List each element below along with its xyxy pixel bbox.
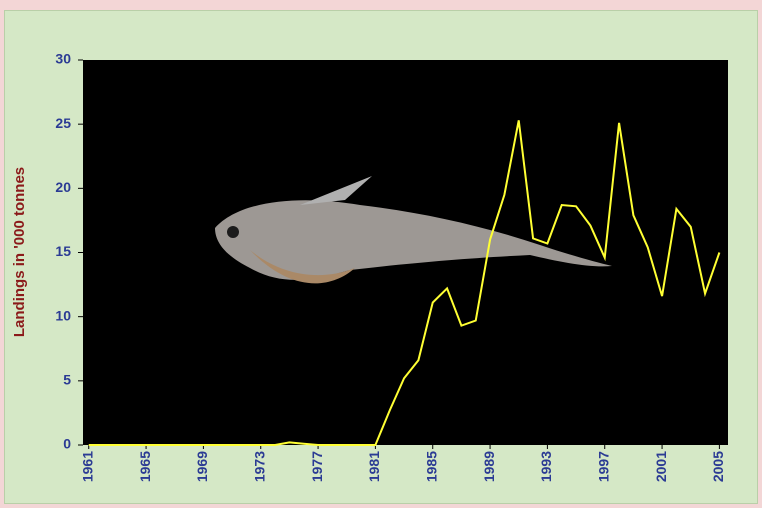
y-tick-label: 30 (55, 51, 71, 67)
data-line (88, 120, 721, 446)
x-tick-label: 1985 (423, 451, 439, 482)
y-tick-label: 25 (55, 115, 71, 131)
y-tick-label: 10 (55, 307, 71, 323)
y-tick-label: 0 (63, 436, 71, 452)
y-tick-label: 5 (63, 372, 71, 388)
x-tick-label: 1993 (538, 451, 554, 482)
x-tick-label: 2005 (710, 451, 726, 482)
x-tick-label: 1969 (194, 451, 210, 482)
x-tick-label: 1977 (309, 451, 325, 482)
x-tick-label: 1965 (137, 451, 153, 482)
x-tick-label: 1961 (79, 451, 95, 482)
y-tick-label: 15 (55, 243, 71, 259)
y-tick-label: 20 (55, 179, 71, 195)
x-tick-label: 1997 (595, 451, 611, 482)
y-axis-label: Landings in '000 tonnes (11, 167, 28, 337)
x-tick-label: 2001 (653, 451, 669, 482)
x-tick-label: 1989 (481, 451, 497, 482)
x-tick-label: 1973 (251, 451, 267, 482)
fish-image (215, 176, 612, 284)
x-tick-label: 1981 (366, 451, 382, 482)
